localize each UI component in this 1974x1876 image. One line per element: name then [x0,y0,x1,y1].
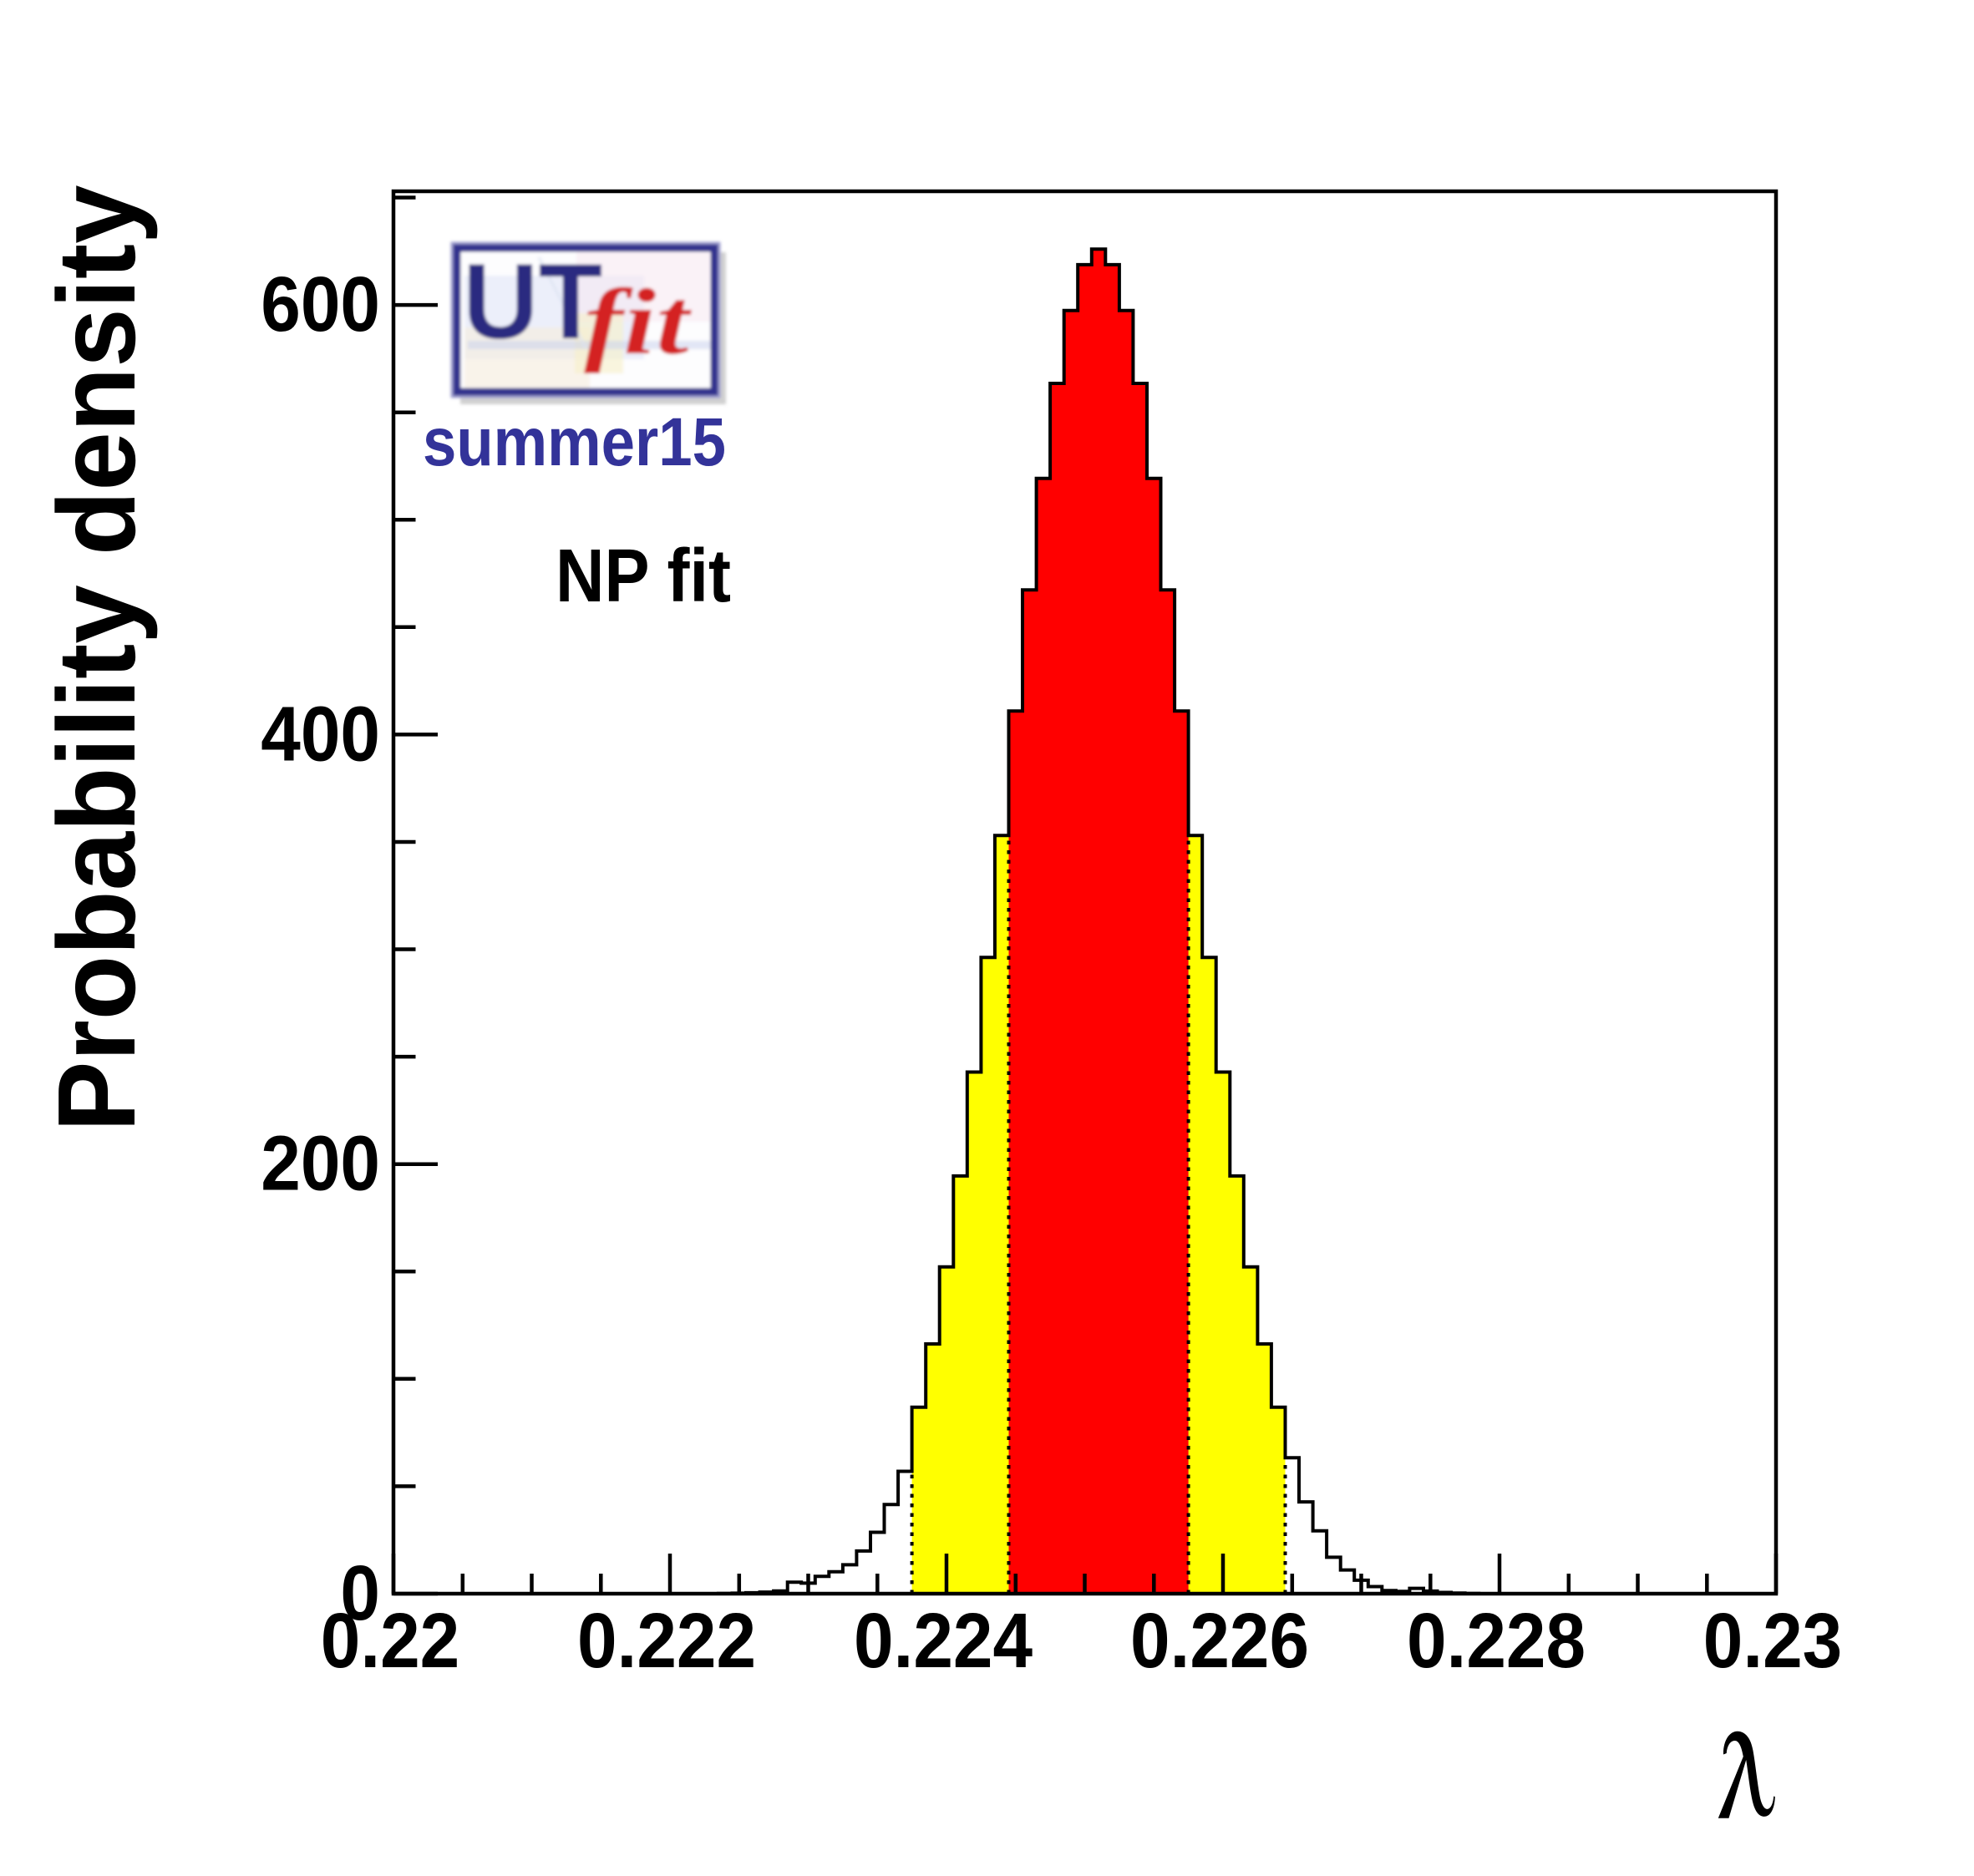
svg-text:0.23: 0.23 [1703,1597,1843,1684]
svg-text:summer15: summer15 [423,404,726,480]
svg-text:0.222: 0.222 [577,1597,756,1684]
svg-text:NP fit: NP fit [556,534,731,618]
svg-text:600: 600 [261,261,380,347]
svg-text:0.224: 0.224 [854,1597,1033,1684]
svg-text:0.226: 0.226 [1130,1597,1309,1684]
svg-text:0.228: 0.228 [1407,1597,1586,1684]
svg-text:fit: fit [584,269,692,373]
svg-text:0: 0 [340,1549,380,1636]
svg-text:200: 200 [261,1119,380,1206]
svg-text:UT: UT [463,241,602,361]
svg-text:Probability density: Probability density [36,185,159,1132]
svg-text:0.22: 0.22 [321,1597,460,1684]
svg-text:400: 400 [261,690,380,777]
